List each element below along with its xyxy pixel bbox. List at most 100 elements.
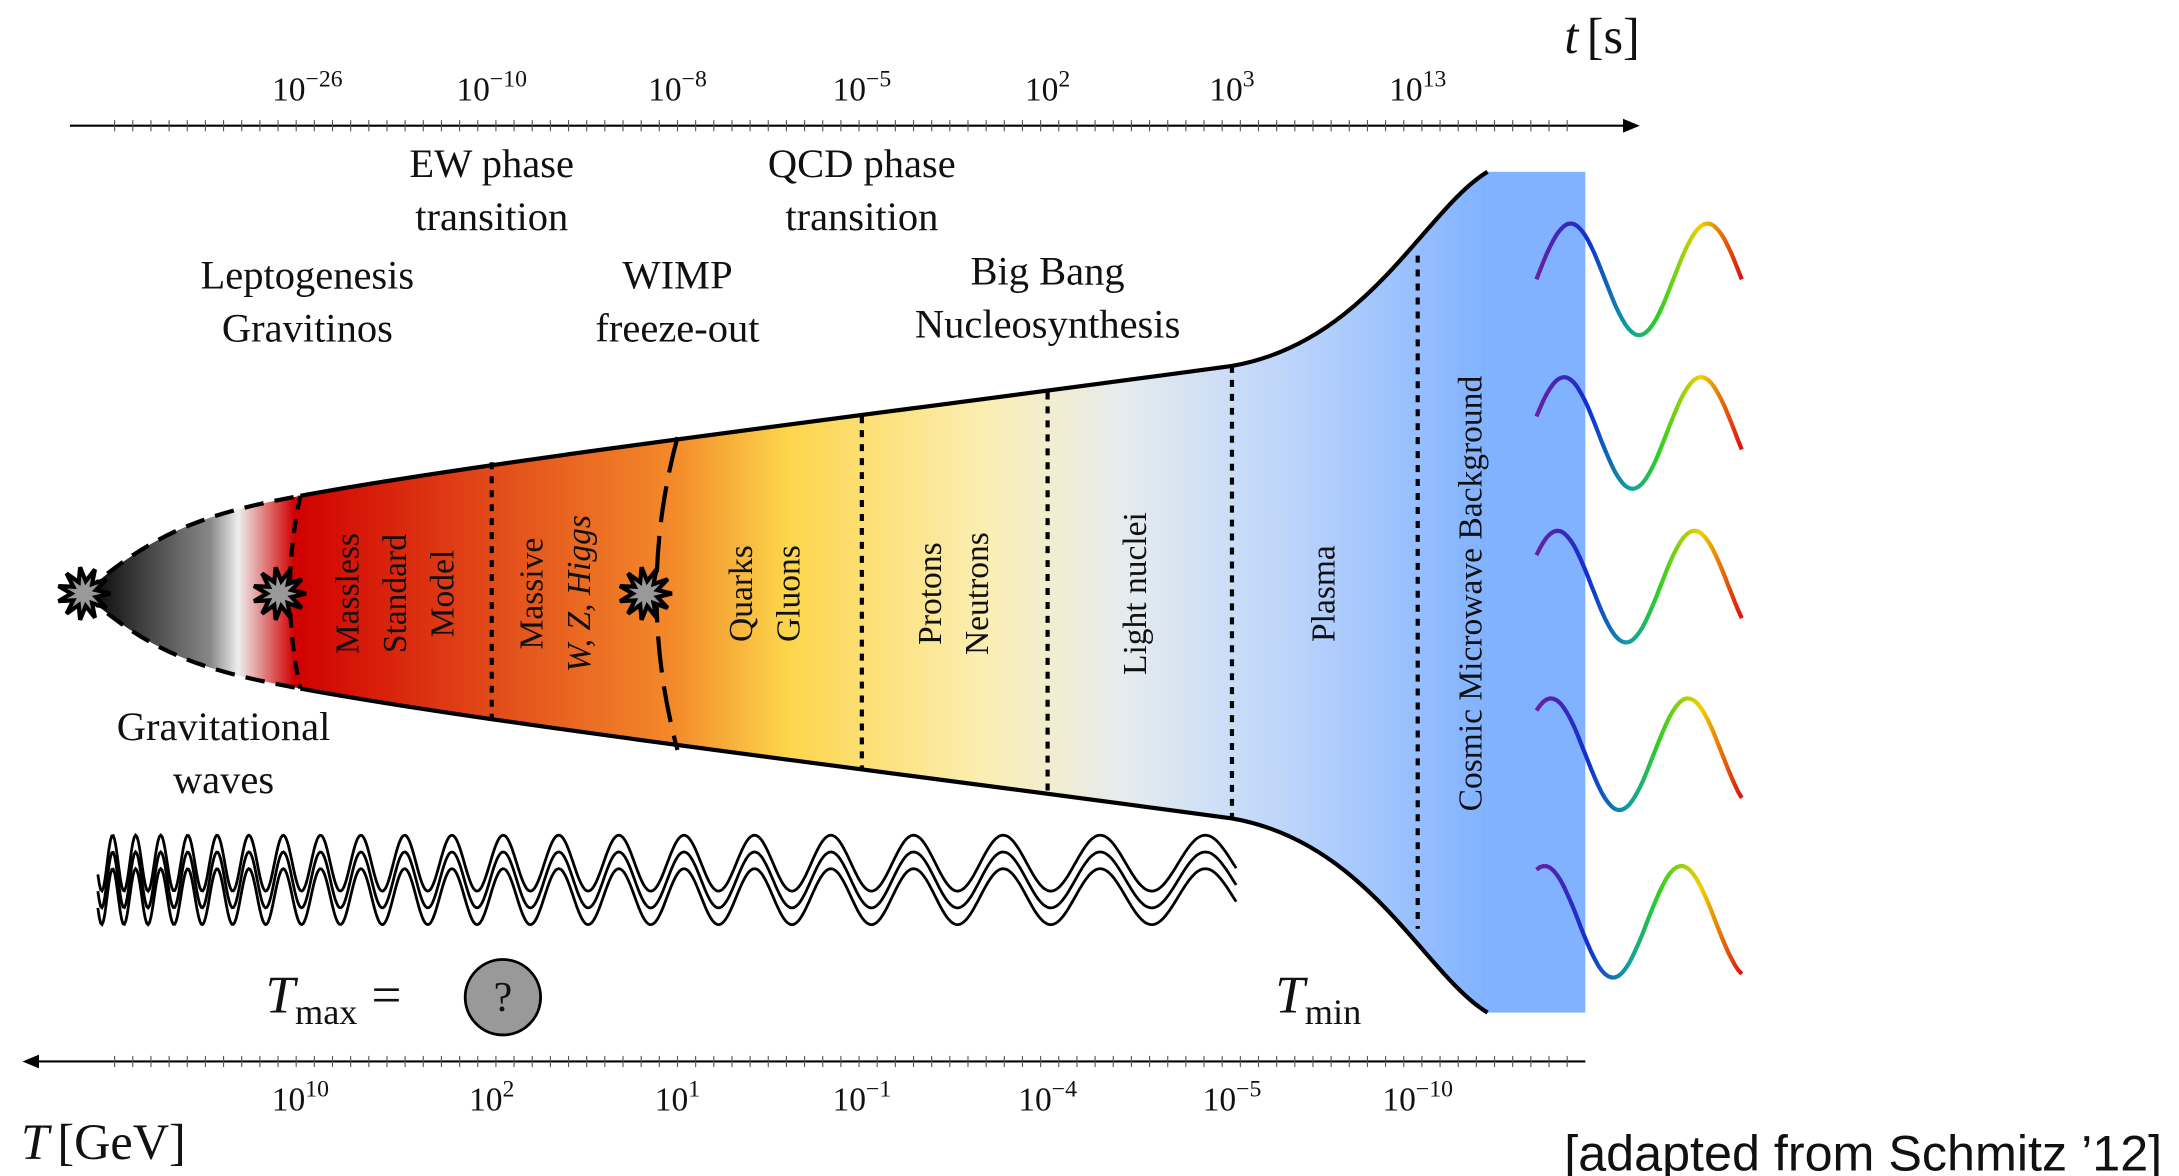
- temperature-tick-label: 10−4: [1018, 1076, 1077, 1118]
- era-label: Massive: [514, 538, 551, 650]
- era-label: Standard: [377, 534, 414, 653]
- event-label: Big Bang: [971, 248, 1125, 293]
- era-label: Gluons: [771, 545, 808, 642]
- tick-base: 10: [1389, 72, 1423, 109]
- event-label: waves: [173, 757, 274, 802]
- light-wave: [1534, 696, 1744, 813]
- tick-base: 10: [1209, 72, 1243, 109]
- universe-funnel: [83, 171, 1488, 1013]
- temperature-tick-label: 102: [469, 1076, 514, 1118]
- gravitational-wave: [96, 832, 1238, 894]
- tick-base: 10: [648, 72, 682, 109]
- time-tick-label: 103: [1209, 67, 1254, 109]
- tick-base: 10: [272, 72, 306, 109]
- event-label: Gravitational: [117, 704, 331, 749]
- tick-exponent: −10: [490, 67, 527, 93]
- light-wave: [1534, 221, 1744, 338]
- tick-exponent: −5: [866, 67, 891, 93]
- tick-exponent: −1: [866, 1076, 891, 1102]
- temperature-tick-label: 10−5: [1203, 1076, 1262, 1118]
- era-label: Massless: [329, 533, 366, 654]
- cmb-band: [1487, 171, 1586, 1013]
- tick-exponent: 3: [1243, 67, 1255, 93]
- era-label: Cosmic Microwave Background: [1452, 376, 1489, 812]
- era-label: Light nuclei: [1117, 512, 1154, 675]
- era-label: Quarks: [723, 545, 760, 642]
- t-max-relation: =: [371, 967, 401, 1025]
- time-tick-label: 10−5: [832, 67, 891, 109]
- event-label: Gravitinos: [222, 306, 393, 351]
- boundaries: [489, 255, 1420, 929]
- tick-base: 10: [1025, 72, 1059, 109]
- tick-base: 10: [1203, 1081, 1237, 1118]
- event-label: WIMP: [622, 253, 732, 298]
- era-label: W, Z, Higgs: [561, 515, 598, 672]
- tick-base: 10: [469, 1081, 503, 1118]
- tick-exponent: 2: [1058, 67, 1070, 93]
- funnel-edge: [299, 169, 1489, 1015]
- tick-base: 10: [655, 1081, 689, 1118]
- time-tick-label: 102: [1025, 67, 1070, 109]
- question-circle: [463, 958, 543, 1037]
- tick-exponent: −4: [1052, 1076, 1077, 1102]
- event-label: Leptogenesis: [201, 253, 415, 298]
- event-label: Nucleosynthesis: [915, 302, 1180, 347]
- tick-base: 10: [1382, 1081, 1416, 1118]
- funnel-edge: [82, 493, 301, 691]
- tick-exponent: 13: [1423, 67, 1447, 93]
- t-min-subscript: min: [1305, 992, 1361, 1032]
- explosion: [618, 566, 673, 621]
- time-tick-label: 10−8: [648, 67, 707, 109]
- axis-symbol: T: [21, 1114, 52, 1170]
- tick-exponent: −26: [306, 67, 343, 93]
- tick-exponent: −5: [1236, 1076, 1261, 1102]
- tick-exponent: 1: [688, 1076, 700, 1102]
- t-max-subscript: max: [295, 992, 358, 1032]
- tick-exponent: 10: [305, 1076, 329, 1102]
- gravitational-wave: [96, 849, 1238, 911]
- axis-unit: [s]: [1587, 8, 1640, 64]
- era-label: Neutrons: [959, 532, 996, 655]
- era-label: Model: [424, 550, 461, 638]
- t-min-symbol: T: [1275, 967, 1308, 1025]
- tick-base: 10: [456, 72, 490, 109]
- explosion: [57, 566, 111, 621]
- t-max-value: ?: [494, 975, 513, 1021]
- time-tick-label: 10−10: [456, 67, 527, 109]
- axis-unit: [GeV]: [57, 1114, 185, 1170]
- temperature-axis-label: T [GeV]: [21, 1114, 186, 1170]
- t-min: Tmin: [1275, 967, 1361, 1032]
- temperature-tick-label: 1010: [272, 1076, 329, 1118]
- credit: [adapted from Schmitz ’12]: [1564, 1124, 2162, 1176]
- light-wave: [1534, 528, 1744, 645]
- light-wave: [1534, 374, 1744, 491]
- event-label: freeze-out: [595, 306, 760, 351]
- light-wave: [1535, 863, 1744, 980]
- temperature-tick-label: 10−10: [1382, 1076, 1453, 1118]
- event-label: EW phase: [409, 141, 574, 186]
- tick-exponent: 2: [503, 1076, 515, 1102]
- event-label: transition: [415, 194, 568, 239]
- time-tick-label: 10−26: [272, 67, 343, 109]
- event-label: QCD phase: [768, 141, 956, 186]
- event-label: transition: [785, 194, 938, 239]
- gravitational-wave: [96, 866, 1238, 927]
- temperature-tick-label: 101: [655, 1076, 700, 1118]
- time-axis-label: t [s]: [1564, 8, 1639, 64]
- explosion: [252, 566, 307, 621]
- t-max-symbol: T: [265, 967, 298, 1025]
- axis-symbol: t: [1564, 8, 1579, 64]
- tick-exponent: −10: [1416, 1076, 1453, 1102]
- tick-base: 10: [272, 1081, 306, 1118]
- tick-base: 10: [832, 72, 866, 109]
- t-max: Tmax =: [265, 967, 401, 1032]
- era-label: Protons: [912, 542, 949, 644]
- temperature-tick-label: 10−1: [832, 1076, 891, 1118]
- tick-exponent: −8: [682, 67, 707, 93]
- time-tick-label: 1013: [1389, 67, 1446, 109]
- era-label: Plasma: [1306, 545, 1343, 642]
- tick-base: 10: [1018, 1081, 1052, 1118]
- tick-base: 10: [832, 1081, 866, 1118]
